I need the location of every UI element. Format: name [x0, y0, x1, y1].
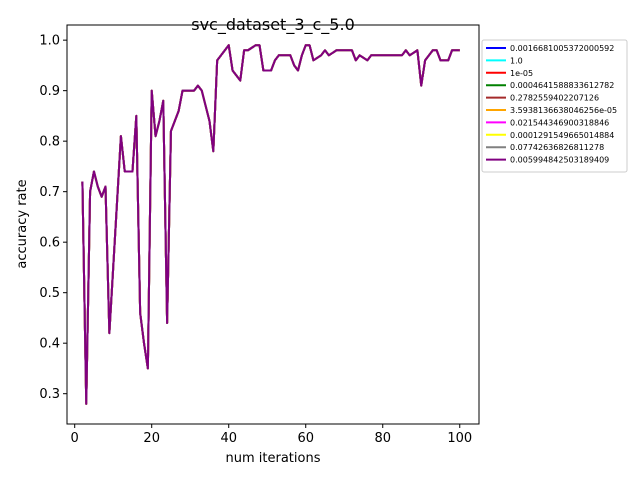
- x-tick-label: 80: [374, 431, 391, 446]
- legend-label: 0.07742636826811278: [510, 143, 604, 152]
- x-tick-label: 20: [143, 431, 160, 446]
- legend-label: 1e-05: [510, 69, 533, 78]
- legend-label: 0.005994842503189409: [510, 156, 609, 165]
- y-axis-ticks: 0.3 0.4 0.5 0.6 0.7 0.8 0.9 1.0: [39, 34, 67, 402]
- legend-label: 0.2782559402207126: [510, 94, 599, 103]
- x-axis-label: num iterations: [226, 451, 321, 466]
- plot-frame: [66, 24, 480, 425]
- y-tick-label: 0.3: [39, 387, 60, 402]
- x-axis-ticks: 0 20 40 60 80 100: [71, 424, 472, 446]
- legend-label: 3.5938136638046256e-05: [510, 106, 617, 115]
- x-tick-label: 60: [297, 431, 314, 446]
- legend-box: [481, 39, 628, 173]
- y-tick-label: 0.4: [39, 337, 60, 352]
- y-tick-label: 1.0: [39, 34, 60, 49]
- x-tick-label: 100: [447, 431, 472, 446]
- legend-label: 1.0: [510, 56, 523, 65]
- y-tick-label: 0.6: [39, 236, 60, 251]
- y-tick-label: 0.9: [39, 84, 60, 99]
- x-tick-label: 40: [220, 431, 237, 446]
- y-axis-label: accuracy rate: [15, 179, 30, 268]
- legend: 0.0016681005372000592 1.0 1e-05 0.000464158…: [481, 39, 628, 173]
- y-tick-label: 0.5: [39, 286, 60, 301]
- y-tick-label: 0.7: [39, 185, 60, 200]
- plot-lines: [81, 44, 460, 405]
- legend-label: 0.0001291549665014884: [510, 131, 614, 140]
- legend-label: 0.0004641588833612782: [510, 81, 614, 90]
- legend-label: 0.0016681005372000592: [510, 44, 614, 53]
- x-tick-label: 0: [71, 431, 79, 446]
- legend-label: 0.021544346900318846: [510, 118, 609, 127]
- series-line-10: [81, 44, 460, 405]
- y-tick-label: 0.8: [39, 135, 60, 150]
